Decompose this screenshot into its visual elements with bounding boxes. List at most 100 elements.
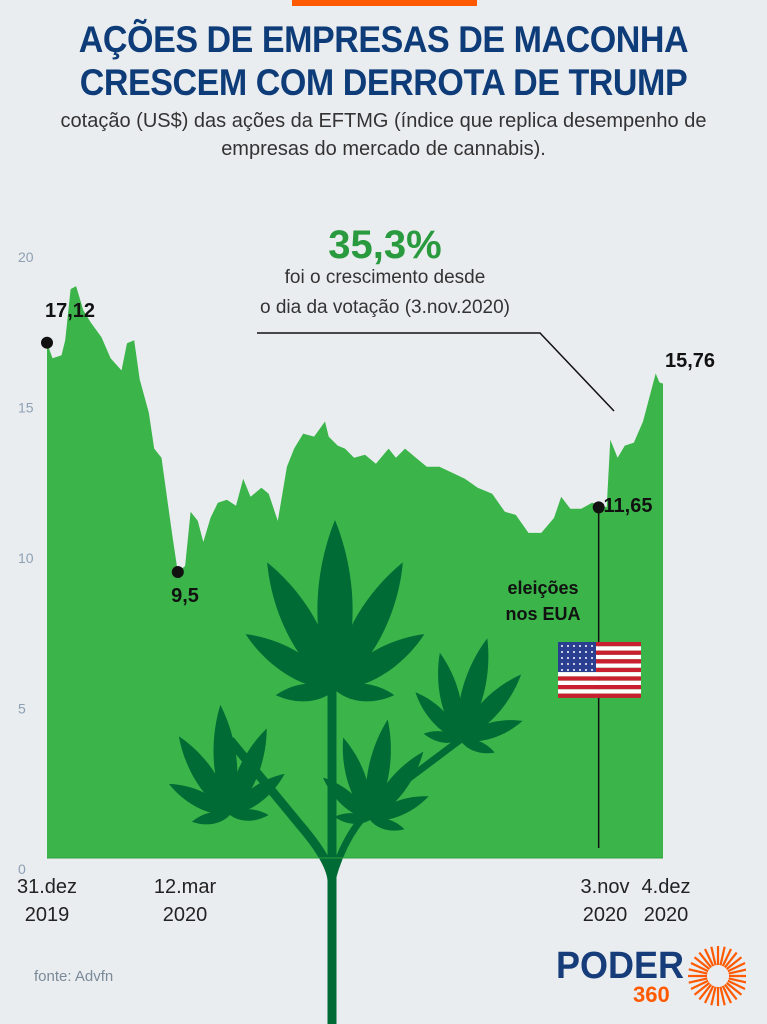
growth-percentage: 35,3% [328, 223, 441, 267]
leaf-finger [323, 777, 370, 820]
x-tick-label-line-1: 4.dez [642, 876, 691, 898]
sun-ray [727, 979, 746, 991]
flag-stripe [558, 680, 641, 685]
leaf-finger [267, 562, 335, 690]
leaf-finger [370, 796, 429, 821]
cannabis-leaf [323, 719, 429, 831]
flag-star [579, 645, 581, 647]
sun-ray [703, 948, 715, 967]
sun-ray [698, 951, 713, 969]
y-tick-label: 10 [18, 550, 34, 566]
x-tick-label-line-1: 31.dez [17, 876, 77, 898]
leaf-finger [335, 634, 425, 690]
sun-ray [725, 956, 743, 971]
logo-text: PODER [556, 945, 684, 987]
sun-ray [719, 986, 726, 1006]
flag-star [567, 657, 569, 659]
flag-star [585, 669, 587, 671]
sun-ray [723, 983, 738, 1001]
flag-star [591, 657, 593, 659]
cannabis-leaf [415, 638, 523, 754]
flag-stripe [558, 667, 641, 673]
flag-star [567, 645, 569, 647]
sun-ray [693, 956, 711, 971]
flag-stripe [558, 693, 641, 698]
sun-ray [721, 985, 733, 1004]
subtitle-line-1: cotação (US$) das ações da EFTMG (índice… [60, 110, 707, 132]
leaf-finger [366, 719, 391, 820]
sun-ray [721, 948, 733, 967]
flag-star [585, 663, 587, 665]
sun-ray [693, 981, 711, 996]
flag-star [585, 657, 587, 659]
price-area [47, 286, 663, 859]
flag-star [573, 663, 575, 665]
leaf-finger [460, 738, 495, 754]
data-point-marker [41, 336, 53, 349]
flag-star [573, 669, 575, 671]
subtitle: cotação (US$) das ações da EFTMG (índice… [0, 107, 767, 163]
leaf-finger [460, 720, 523, 742]
data-point-label: 17,12 [45, 300, 95, 322]
leaf-finger [423, 731, 460, 743]
flag-stripe [558, 685, 641, 690]
flag-star [591, 663, 593, 665]
poder360-logo: PODER 360 [556, 945, 746, 1007]
flag-star [567, 669, 569, 671]
sun-ray [727, 961, 746, 973]
sun-ray [719, 946, 726, 966]
leaf-finger [335, 562, 403, 690]
flag-star [561, 657, 563, 659]
election-label-line-1: eleições [507, 578, 578, 598]
flag-stripe [558, 646, 641, 651]
leaf-finger [275, 683, 335, 702]
sun-ray [688, 968, 708, 975]
x-tick-label-line-2: 2020 [644, 904, 689, 926]
flag-stripe [558, 642, 641, 647]
leaf-finger [438, 652, 463, 740]
flag-star [591, 669, 593, 671]
flag-star [573, 651, 575, 653]
growth-caption-line-1: foi o crescimento desde [285, 267, 486, 288]
flag-star [561, 645, 563, 647]
flag-star [579, 669, 581, 671]
x-tick-label-line-1: 12.mar [154, 876, 217, 898]
cannabis-plant-illustration [168, 520, 523, 1024]
sunburst-icon [688, 946, 746, 1006]
x-tick-label-line-2: 2019 [25, 904, 70, 926]
us-flag-icon [558, 642, 641, 698]
flag-star [591, 645, 593, 647]
data-point-label: 15,76 [665, 350, 715, 372]
x-tick-label-line-2: 2020 [583, 904, 628, 926]
page-title: AÇÕES DE EMPRESAS DE MACONHA CRESCEM COM… [31, 18, 737, 104]
cannabis-leaf [168, 704, 285, 825]
data-point-label: 9,5 [171, 585, 199, 607]
y-axis: 0 5 10 15 20 [18, 249, 34, 877]
x-axis: 31.dez 2019 12.mar 2020 3.nov 2020 4.dez 2020 [17, 876, 691, 926]
leaf-finger [415, 692, 460, 740]
leaf-finger [458, 638, 489, 740]
flag-star [561, 651, 563, 653]
cannabis-leaf [245, 520, 425, 702]
y-tick-label: 5 [18, 701, 26, 717]
election-label-line-2: nos EUA [505, 604, 580, 624]
flag-stripe [558, 654, 641, 660]
flag-stripe [558, 650, 641, 655]
sun-ray [710, 946, 717, 966]
leaf-finger [230, 773, 285, 815]
leaf-finger [370, 751, 424, 820]
data-point-label: 11,65 [604, 495, 653, 517]
top-accent-bar [292, 0, 477, 6]
flag-star [579, 657, 581, 659]
flag-star [591, 651, 593, 653]
title-line-1: AÇÕES DE EMPRESAS DE MACONHA [78, 19, 689, 60]
source-note: fonte: Advfn [34, 968, 114, 985]
growth-caption-line-2: o dia da votação (3.nov.2020) [260, 297, 510, 318]
flag-star [573, 645, 575, 647]
leaf-finger [230, 809, 269, 821]
flag-star [579, 651, 581, 653]
title-line-2: CRESCEM COM DERROTA DE TRUMP [79, 62, 688, 103]
sun-ray [688, 977, 708, 984]
y-tick-label: 0 [18, 861, 26, 877]
